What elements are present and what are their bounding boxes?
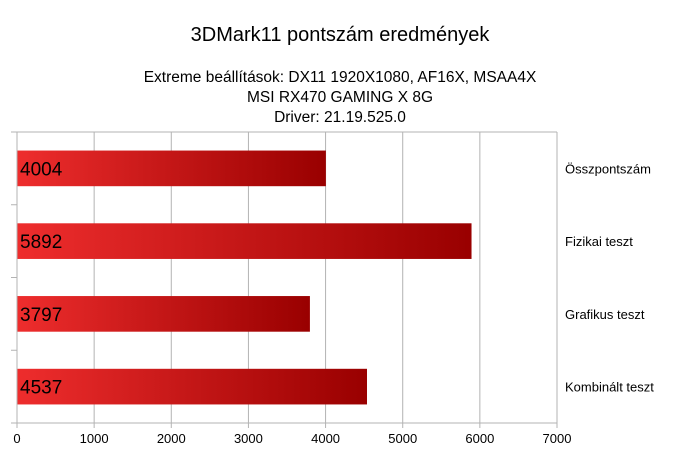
chart-title: 3DMark11 pontszám eredmények bbox=[190, 24, 490, 46]
bar-value-label: 3797 bbox=[20, 305, 62, 326]
x-tick-label: 1000 bbox=[80, 431, 109, 446]
category-label: Kombinált teszt bbox=[565, 380, 654, 395]
chart-subtitle-line-2: MSI RX470 GAMING X 8G bbox=[246, 89, 434, 106]
x-tick-label: 7000 bbox=[543, 431, 572, 446]
bar-value-label: 5892 bbox=[20, 232, 62, 253]
chart-subtitle-line-1: Extreme beállítások: DX11 1920X1080, AF1… bbox=[143, 69, 537, 86]
chart-subtitle-line-3: Driver: 21.19.525.0 bbox=[274, 109, 406, 126]
category-label: Fizikai teszt bbox=[565, 234, 633, 249]
category-labels: Összpontszám Fizikai teszt Grafikus teszt K… bbox=[565, 161, 654, 394]
bar bbox=[17, 150, 326, 187]
x-tick-label: 0 bbox=[13, 431, 20, 446]
x-tick-label: 3000 bbox=[234, 431, 263, 446]
x-tick-label: 2000 bbox=[157, 431, 186, 446]
category-label: Grafikus teszt bbox=[565, 307, 645, 322]
bar bbox=[17, 223, 472, 259]
x-tick-label: 6000 bbox=[465, 431, 494, 446]
bar bbox=[17, 296, 310, 332]
bar bbox=[17, 368, 367, 405]
bars: 4004 5892 3797 4537 bbox=[17, 150, 472, 405]
x-axis: 0 1000 2000 3000 4000 5000 6000 7000 bbox=[11, 131, 572, 446]
x-tick-label: 4000 bbox=[311, 431, 340, 446]
bar-value-label: 4004 bbox=[20, 159, 63, 180]
category-label: Összpontszám bbox=[565, 161, 651, 176]
x-tick-label: 5000 bbox=[388, 431, 417, 446]
bar-value-label: 4537 bbox=[20, 378, 62, 399]
